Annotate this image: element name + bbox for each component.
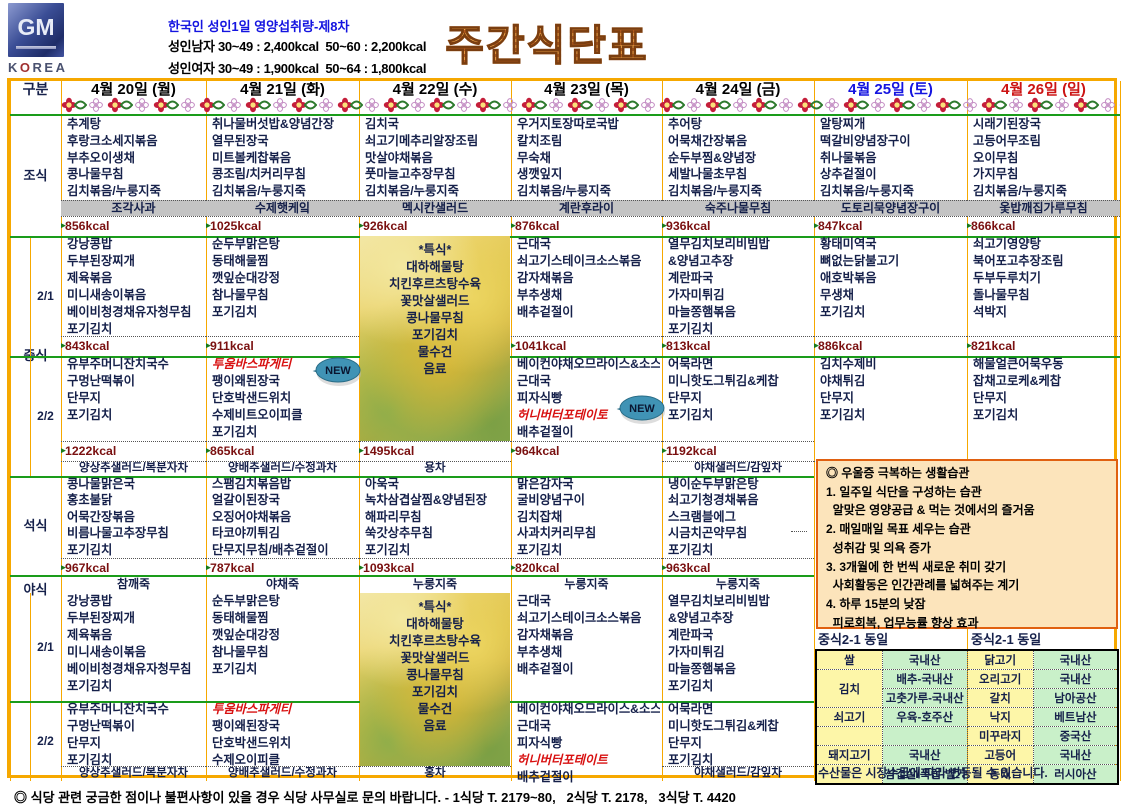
- svg-text:NEW: NEW: [325, 365, 351, 377]
- svg-text:NEW: NEW: [629, 403, 655, 415]
